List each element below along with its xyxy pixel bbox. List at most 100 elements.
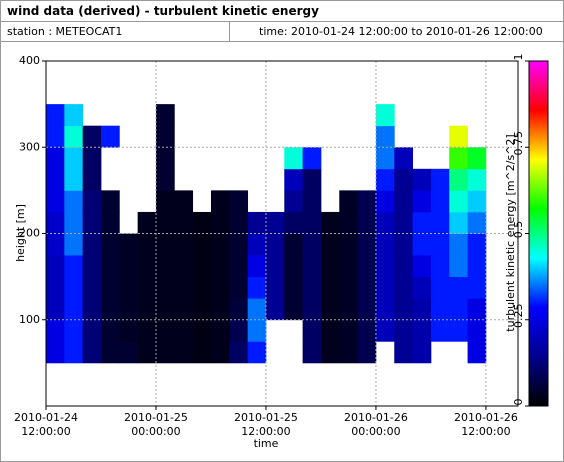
chart-title: wind data (derived) - turbulent kinetic …	[1, 1, 563, 22]
time-span: time: 2010-01-24 12:00:00 to 2010-01-26 …	[259, 25, 543, 38]
heatmap-cell	[82, 211, 102, 234]
heatmap-cell	[357, 276, 377, 299]
heatmap-cell	[174, 255, 194, 278]
heatmap-cell	[119, 319, 139, 342]
heatmap-cell	[229, 233, 249, 256]
heatmap-cell	[174, 190, 194, 213]
heatmap-cell	[284, 298, 304, 321]
plot-border	[45, 60, 519, 407]
heatmap-cell	[210, 341, 230, 364]
heatmap-cell	[320, 276, 340, 299]
heatmap-cell	[430, 319, 450, 342]
heatmap-cell	[100, 211, 120, 234]
heatmap-cell	[46, 255, 65, 278]
heatmap-cell	[46, 341, 65, 364]
heatmap-cell	[64, 104, 84, 127]
heatmap-cell	[210, 233, 230, 256]
heatmap-cell	[467, 147, 487, 170]
heatmap-cell	[137, 211, 157, 234]
heatmap-cell	[284, 211, 304, 234]
heatmap-cell	[449, 125, 468, 148]
heatmap-cell	[155, 255, 175, 278]
heatmap-cell	[412, 211, 432, 234]
heatmap-cell	[192, 298, 212, 321]
heatmap-cell	[46, 190, 65, 213]
heatmap-cell	[64, 341, 84, 364]
heatmap-cell	[119, 255, 139, 278]
heatmap-cell	[357, 298, 377, 321]
heatmap-cell	[210, 319, 230, 342]
heatmap-cell	[412, 298, 432, 321]
heatmap-cell	[339, 233, 359, 256]
heatmap-cell	[467, 276, 487, 299]
heatmap-cell	[64, 190, 84, 213]
heatmap-cell	[320, 255, 340, 278]
heatmap-cell	[394, 168, 414, 191]
heatmap-cell	[82, 233, 102, 256]
heatmap-cell	[394, 233, 414, 256]
heatmap-cell	[394, 298, 414, 321]
heatmap-cell	[430, 168, 450, 191]
heatmap-cell	[46, 276, 65, 299]
heatmap-cell	[467, 255, 487, 278]
heatmap-cell	[100, 233, 120, 256]
heatmap-cell	[210, 255, 230, 278]
heatmap-cell	[302, 211, 322, 234]
heatmap-cell	[82, 298, 102, 321]
heatmap-cell	[430, 298, 450, 321]
heatmap-cell	[64, 147, 84, 170]
heatmap-cell	[265, 255, 285, 278]
heatmap-cell	[174, 276, 194, 299]
heatmap-cell	[229, 319, 249, 342]
heatmap-cell	[46, 211, 65, 234]
heatmap-cell	[412, 341, 432, 364]
heatmap-cell	[375, 190, 395, 213]
heatmap-cell	[82, 125, 102, 148]
x-tick-label: 2010-01-26 12:00:00	[453, 411, 518, 438]
heatmap-cell	[339, 211, 359, 234]
heatmap-cell	[449, 319, 468, 342]
heatmap-cell	[412, 168, 432, 191]
heatmap-cell	[155, 168, 175, 191]
heatmap-cell	[82, 168, 102, 191]
heatmap-cell	[430, 211, 450, 234]
heatmap-cell	[174, 341, 194, 364]
heatmap-cell	[247, 276, 267, 299]
heatmap-cell	[229, 341, 249, 364]
heatmap-cell	[247, 319, 267, 342]
heatmap-cell	[339, 319, 359, 342]
heatmap-cell	[64, 276, 84, 299]
heatmap-cell	[412, 276, 432, 299]
heatmap-cell	[229, 211, 249, 234]
heatmap-cell	[100, 319, 120, 342]
heatmap-cell	[210, 211, 230, 234]
heatmap-cell	[100, 190, 120, 213]
heatmap-cell	[82, 255, 102, 278]
heatmap-cell	[46, 319, 65, 342]
heatmap-cell	[265, 233, 285, 256]
heatmap-cell	[137, 233, 157, 256]
heatmap-cell	[155, 104, 175, 127]
heatmap-cell	[394, 255, 414, 278]
heatmap-cell	[357, 190, 377, 213]
y-tick-label: 300	[19, 140, 40, 153]
heatmap-cell	[430, 276, 450, 299]
heatmap-cell	[174, 319, 194, 342]
heatmap-cell	[375, 125, 395, 148]
heatmap-cell	[64, 319, 84, 342]
heatmap-cell	[46, 298, 65, 321]
heatmap-cell	[192, 276, 212, 299]
heatmap-cell	[375, 298, 395, 321]
heatmap-cell	[467, 341, 487, 364]
heatmap-cell	[394, 341, 414, 364]
heatmap-cell	[155, 233, 175, 256]
heatmap-cell	[467, 168, 487, 191]
heatmap-cell	[82, 341, 102, 364]
heatmap-cell	[430, 255, 450, 278]
heatmap-cell	[394, 276, 414, 299]
heatmap-cell	[320, 211, 340, 234]
heatmap-cell	[100, 255, 120, 278]
heatmap-cell	[394, 147, 414, 170]
heatmap-cell	[302, 190, 322, 213]
